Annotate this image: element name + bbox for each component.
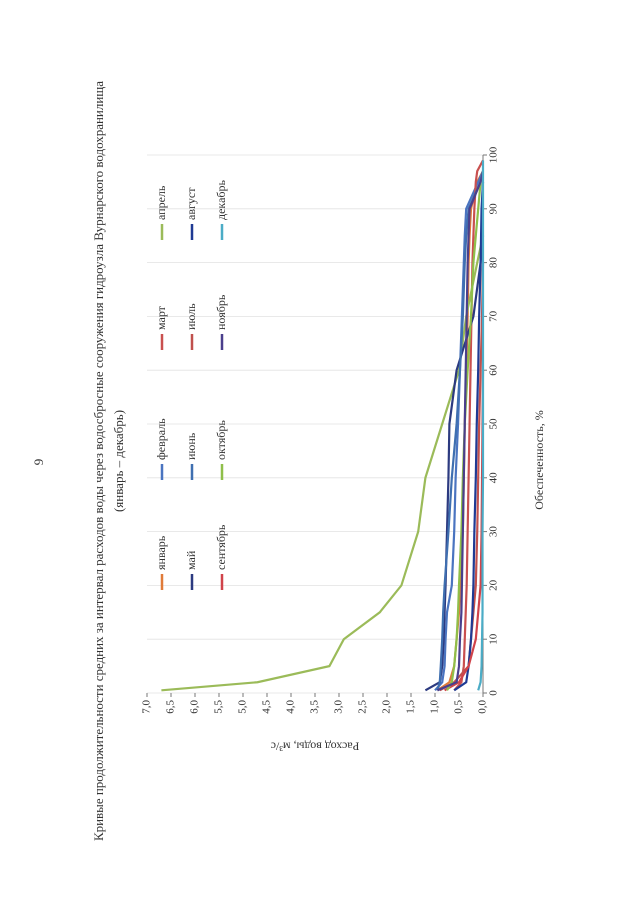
legend-label: ноябрь	[214, 294, 228, 330]
series-line	[453, 181, 485, 692]
legend-label: март	[154, 305, 168, 330]
x-tick-label: 0	[488, 690, 500, 696]
legend-label: сентябрь	[214, 524, 228, 570]
x-axis-title: Обеспеченность, %	[532, 410, 546, 510]
y-tick-label: 0,5	[453, 700, 465, 714]
page-number: 9	[31, 459, 46, 466]
x-tick-label: 70	[488, 310, 500, 322]
legend-label: август	[184, 187, 198, 220]
series-line	[424, 235, 485, 692]
y-tick-label: 2,5	[357, 700, 369, 714]
y-tick-label: 5,5	[213, 700, 225, 714]
x-tick-label: 50	[488, 418, 500, 430]
x-tick-label: 30	[488, 526, 500, 538]
y-tick-label: 2,0	[381, 700, 393, 714]
legend-label: октябрь	[214, 420, 228, 460]
x-tick-label: 60	[488, 364, 500, 376]
x-tick-label: 80	[488, 257, 500, 269]
y-tick-label: 7,0	[141, 700, 153, 714]
chart-subtitle: (январь – декабрь)	[111, 410, 126, 512]
x-tick-label: 10	[488, 633, 500, 645]
series-line	[477, 160, 485, 691]
series-line	[434, 170, 485, 692]
series-line	[436, 170, 485, 691]
x-tick-label: 100	[488, 146, 500, 163]
y-axis-title: Расход воды, м³/с	[271, 739, 360, 753]
y-tick-label: 3,5	[309, 700, 321, 714]
y-tick-label: 5,0	[237, 700, 249, 714]
y-tick-label: 1,0	[429, 700, 441, 714]
y-tick-label: 4,5	[261, 700, 273, 714]
x-tick-label: 40	[488, 472, 500, 484]
legend-label: май	[184, 550, 198, 570]
legend-label: декабрь	[214, 179, 228, 220]
y-tick-label: 6,5	[165, 700, 177, 714]
legend-label: февраль	[154, 418, 168, 460]
legend-label: июнь	[184, 432, 198, 460]
legend-label: июль	[184, 303, 198, 330]
series-line	[161, 235, 485, 692]
chart-title: Кривые продолжительности средних за инте…	[91, 81, 106, 841]
legend-label: январь	[154, 535, 168, 570]
legend-label: апрель	[154, 185, 168, 220]
y-tick-label: 1,5	[405, 700, 417, 714]
x-tick-label: 20	[488, 579, 500, 591]
y-tick-label: 3,0	[333, 700, 345, 714]
series-line	[436, 170, 485, 692]
rotated-page: 9 Кривые продолжительности средних за ин…	[31, 81, 546, 841]
y-tick-label: 4,0	[285, 700, 297, 714]
y-tick-label: 0,0	[477, 700, 489, 714]
series-line	[453, 159, 484, 692]
y-tick-label: 6,0	[189, 700, 201, 714]
x-tick-label: 90	[488, 203, 500, 215]
